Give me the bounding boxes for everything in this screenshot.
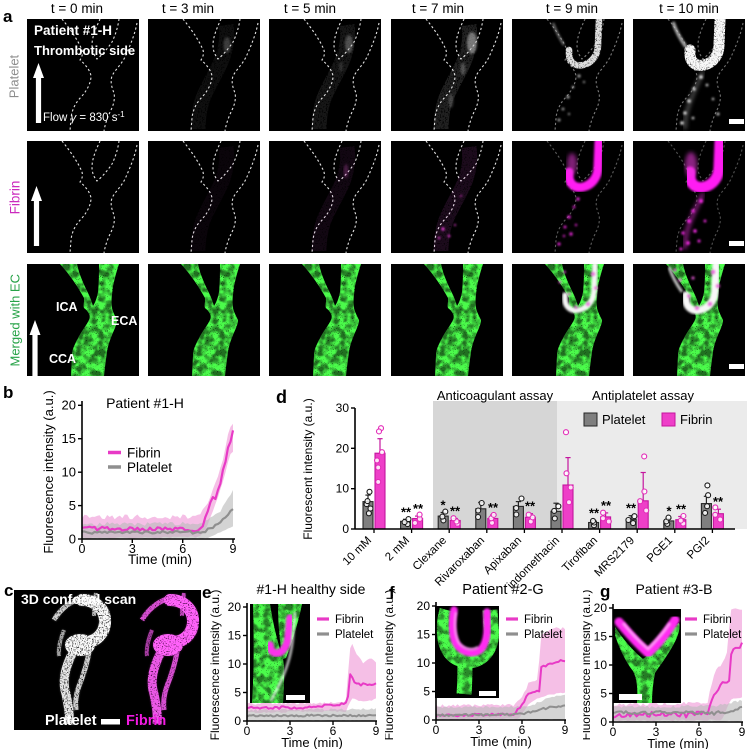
svg-text:Thrombotic side: Thrombotic side — [34, 43, 135, 58]
svg-text:#1-H healthy side: #1-H healthy side — [257, 581, 366, 597]
svg-text:Patient #2-G: Patient #2-G — [462, 582, 543, 598]
svg-text:MRS2179: MRS2179 — [592, 535, 637, 580]
svg-text:0: 0 — [423, 713, 430, 727]
svg-text:5: 5 — [234, 686, 241, 700]
svg-text:Platelet: Platelet — [602, 412, 646, 427]
svg-text:6: 6 — [179, 542, 186, 556]
svg-text:Patient #3-B: Patient #3-B — [635, 581, 712, 597]
svg-text:Fluorescence intensity (a.u.): Fluorescence intensity (a.u.) — [583, 590, 593, 741]
svg-text:Fibrin: Fibrin — [680, 412, 713, 427]
svg-text:Patient #1-H: Patient #1-H — [34, 23, 112, 38]
svg-text:Platelet: Platelet — [524, 629, 563, 641]
svg-text:0: 0 — [433, 723, 440, 737]
svg-text:Antiplatelet assay: Antiplatelet assay — [592, 388, 694, 403]
svg-text:6: 6 — [519, 723, 526, 737]
svg-text:Fibrin: Fibrin — [524, 614, 553, 626]
svg-text:0: 0 — [79, 542, 86, 556]
svg-text:Time (min): Time (min) — [128, 552, 192, 567]
svg-text:10: 10 — [228, 657, 242, 671]
svg-text:5: 5 — [69, 498, 76, 513]
svg-text:3: 3 — [287, 724, 294, 738]
svg-text:2 mM: 2 mM — [383, 535, 412, 564]
svg-text:*: * — [666, 504, 672, 519]
svg-text:6: 6 — [696, 725, 703, 739]
svg-text:Fibrin: Fibrin — [126, 713, 166, 729]
svg-text:9: 9 — [562, 723, 569, 737]
svg-text:ICA: ICA — [56, 300, 78, 314]
svg-text:Fluorescent intensity (a.u.): Fluorescent intensity (a.u.) — [301, 398, 315, 539]
svg-text:3D confocal scan: 3D confocal scan — [21, 591, 136, 607]
svg-text:0: 0 — [610, 725, 617, 739]
svg-text:9: 9 — [739, 725, 746, 739]
svg-text:0: 0 — [342, 522, 349, 536]
svg-text:3: 3 — [476, 723, 483, 737]
svg-text:15: 15 — [62, 431, 76, 446]
svg-text:Platelet: Platelet — [703, 629, 742, 641]
svg-text:15: 15 — [417, 628, 431, 642]
svg-text:**: ** — [450, 504, 461, 519]
svg-text:CCA: CCA — [49, 352, 76, 366]
svg-text:Time (min): Time (min) — [281, 735, 343, 749]
svg-text:**: ** — [713, 494, 724, 509]
svg-text:0: 0 — [69, 531, 76, 546]
svg-text:Fibrin: Fibrin — [703, 614, 732, 626]
svg-text:15: 15 — [228, 629, 242, 643]
svg-text:Clexane: Clexane — [411, 535, 449, 573]
svg-text:Flow γ = 830 s-1: Flow γ = 830 s-1 — [43, 110, 125, 124]
svg-text:9: 9 — [230, 542, 237, 556]
svg-text:30: 30 — [336, 401, 350, 415]
svg-text:15: 15 — [594, 630, 608, 644]
svg-text:Time (min): Time (min) — [647, 736, 709, 749]
svg-text:0: 0 — [234, 714, 241, 728]
svg-text:20: 20 — [228, 600, 242, 614]
svg-text:**: ** — [676, 502, 687, 517]
svg-text:Fluorescence intensity (a.u.): Fluorescence intensity (a.u.) — [385, 590, 396, 741]
svg-text:Fibrin: Fibrin — [127, 446, 161, 461]
svg-text:**: ** — [601, 498, 612, 513]
svg-text:Time (min): Time (min) — [470, 734, 532, 749]
svg-text:10: 10 — [336, 482, 350, 496]
svg-text:PGI2: PGI2 — [685, 535, 712, 562]
svg-text:Fibrin: Fibrin — [335, 614, 364, 626]
svg-text:5: 5 — [423, 685, 430, 699]
svg-text:**: ** — [626, 501, 637, 516]
svg-text:PGE1: PGE1 — [645, 535, 675, 565]
svg-text:**: ** — [488, 500, 499, 515]
svg-text:3: 3 — [653, 725, 660, 739]
svg-text:5: 5 — [600, 687, 607, 701]
svg-text:ECA: ECA — [111, 314, 137, 328]
svg-text:9: 9 — [373, 724, 380, 738]
svg-text:0: 0 — [600, 715, 607, 729]
svg-text:0: 0 — [244, 724, 251, 738]
svg-text:*: * — [440, 498, 446, 513]
svg-text:20: 20 — [594, 601, 608, 615]
svg-text:3: 3 — [129, 542, 136, 556]
svg-text:20: 20 — [336, 441, 350, 455]
svg-text:**: ** — [525, 499, 536, 514]
svg-text:**: ** — [401, 504, 412, 519]
svg-text:Platelet: Platelet — [127, 460, 172, 475]
svg-text:**: ** — [413, 501, 424, 516]
svg-text:Patient #1-H: Patient #1-H — [106, 395, 184, 411]
svg-text:20: 20 — [62, 398, 76, 413]
svg-text:**: ** — [589, 506, 600, 521]
svg-text:Fluorescence intensity (a.u.): Fluorescence intensity (a.u.) — [210, 590, 222, 741]
svg-text:Platelet: Platelet — [335, 629, 374, 641]
svg-text:10: 10 — [594, 658, 608, 672]
svg-text:10: 10 — [62, 465, 76, 480]
svg-text:10: 10 — [417, 656, 431, 670]
svg-text:10 mM: 10 mM — [341, 535, 374, 568]
svg-text:Platelet: Platelet — [45, 713, 97, 729]
svg-text:Fluorescence intensity (a.u.): Fluorescence intensity (a.u.) — [41, 390, 56, 553]
svg-text:6: 6 — [330, 724, 337, 738]
svg-text:Anticoagulant assay: Anticoagulant assay — [437, 388, 554, 403]
svg-text:20: 20 — [417, 599, 431, 613]
